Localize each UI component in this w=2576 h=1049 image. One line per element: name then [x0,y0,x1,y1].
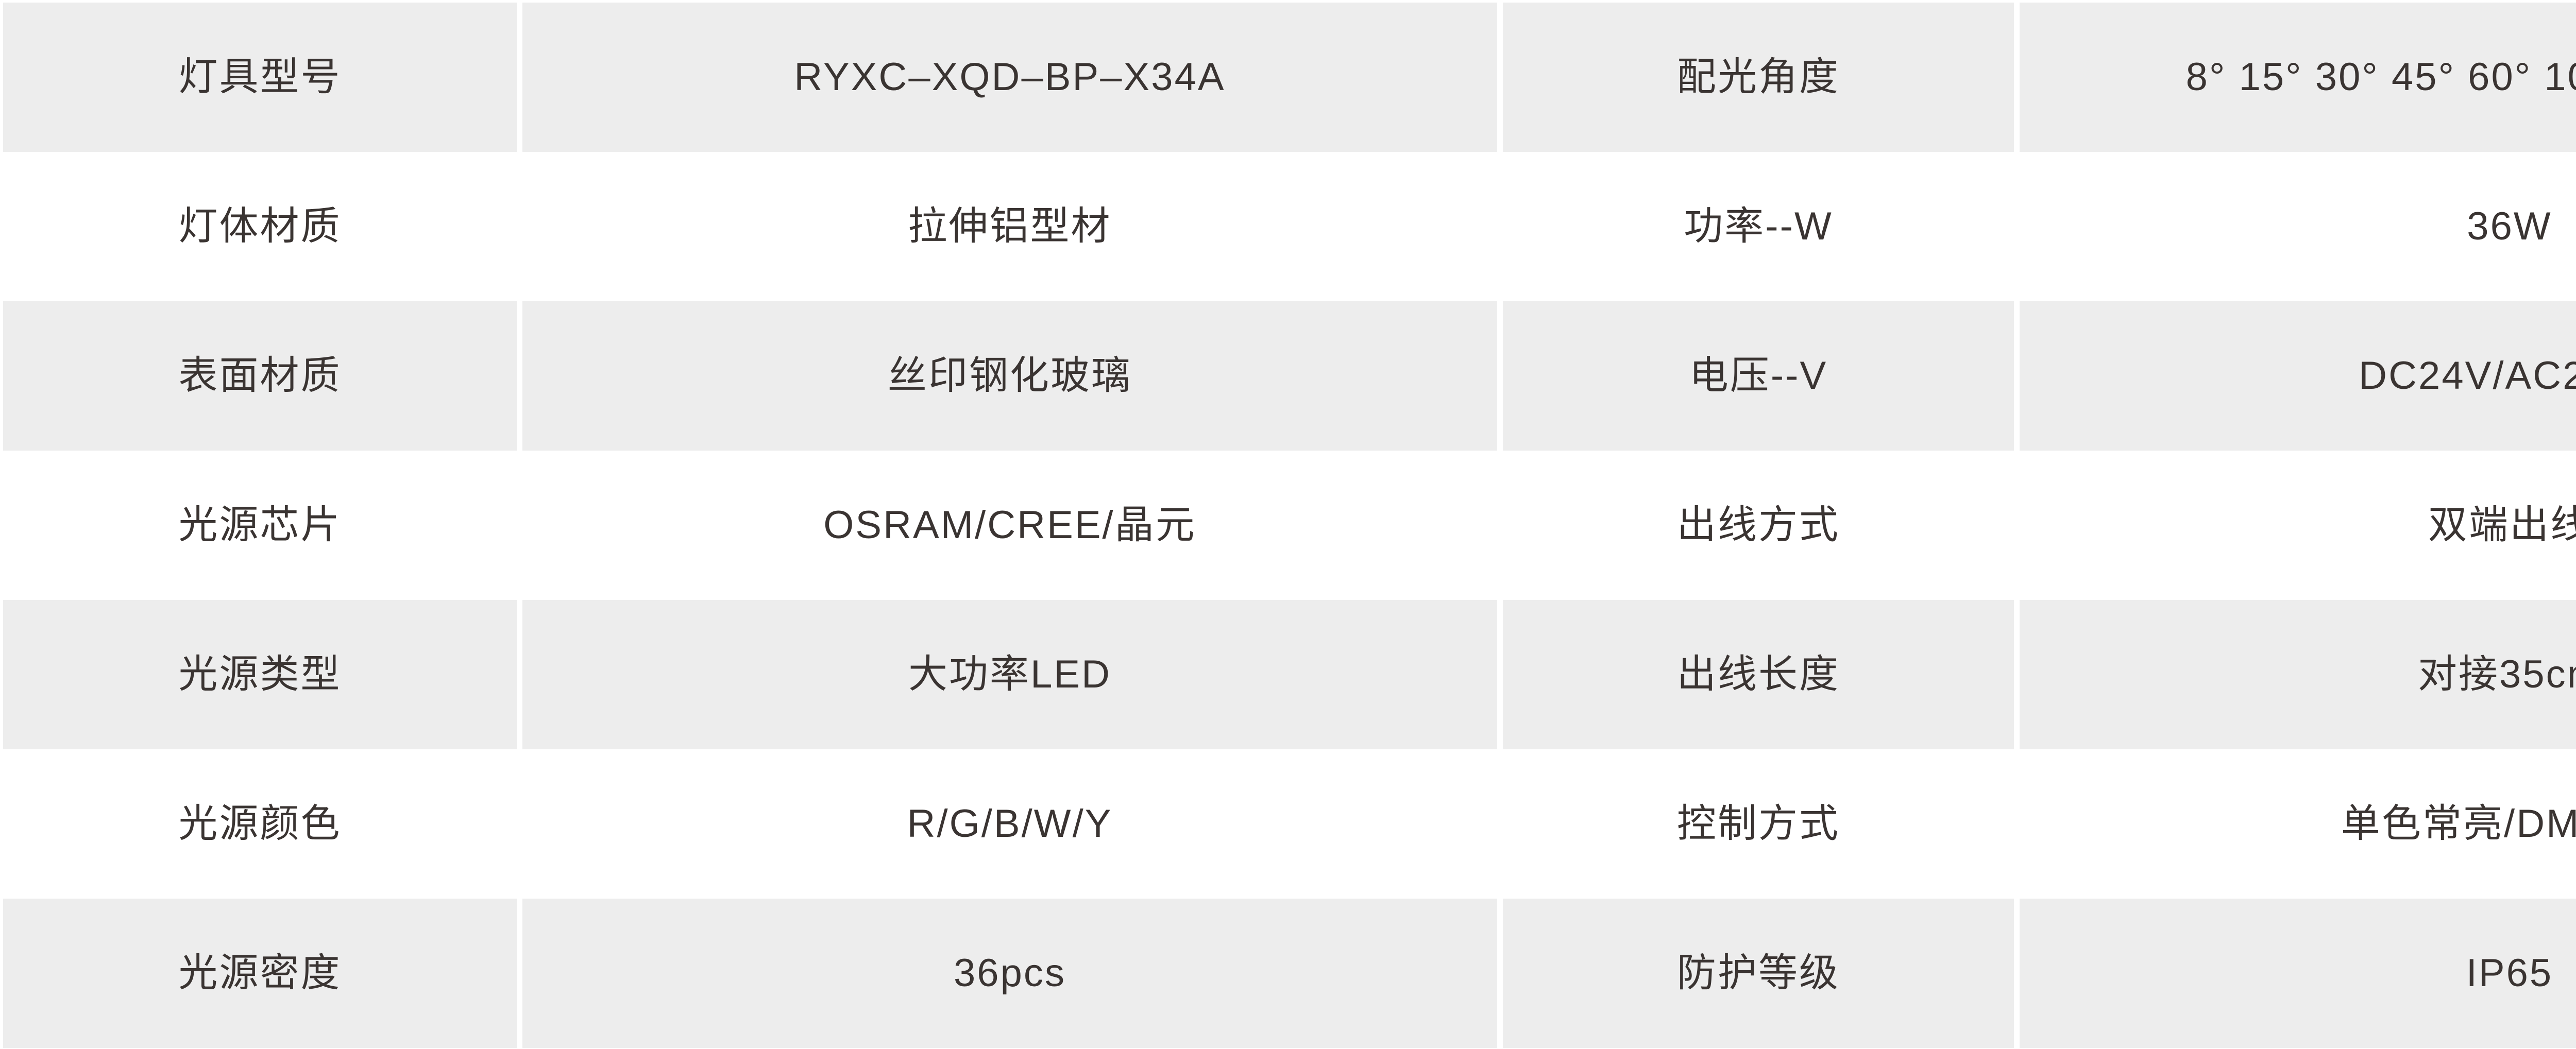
spec-table: 灯具型号 RYXC–XQD–BP–X34A 配光角度 8° 15° 30° 45… [3,3,2576,1048]
surface-material-label: 表面材质 [3,301,517,451]
led-density-value: 36pcs [522,899,1497,1048]
power-value: 36W [2020,152,2576,301]
led-type-label: 光源类型 [3,600,517,749]
led-color-value: R/G/B/W/Y [522,749,1497,899]
wire-exit-mode-label: 出线方式 [1503,451,2014,600]
wire-length-value: 对接35cm [2020,600,2576,749]
control-mode-label: 控制方式 [1503,749,2014,899]
beam-angle-value: 8° 15° 30° 45° 60° 10X45° 10X60° [2020,3,2576,152]
voltage-label: 电压--V [1503,301,2014,451]
beam-angle-label: 配光角度 [1503,3,2014,152]
surface-material-value: 丝印钢化玻璃 [522,301,1497,451]
ip-rating-value: IP65 [2020,899,2576,1048]
led-type-value: 大功率LED [522,600,1497,749]
wire-exit-mode-value: 双端出线 [2020,451,2576,600]
power-label: 功率--W [1503,152,2014,301]
wire-length-label: 出线长度 [1503,600,2014,749]
body-material-value: 拉伸铝型材 [522,152,1497,301]
lamp-model-value: RYXC–XQD–BP–X34A [522,3,1497,152]
body-material-label: 灯体材质 [3,152,517,301]
control-mode-value: 单色常亮/DMX512 [2020,749,2576,899]
ip-rating-label: 防护等级 [1503,899,2014,1048]
led-chip-value: OSRAM/CREE/晶元 [522,451,1497,600]
led-color-label: 光源颜色 [3,749,517,899]
led-density-label: 光源密度 [3,899,517,1048]
lamp-model-label: 灯具型号 [3,3,517,152]
voltage-value: DC24V/AC220V [2020,301,2576,451]
led-chip-label: 光源芯片 [3,451,517,600]
